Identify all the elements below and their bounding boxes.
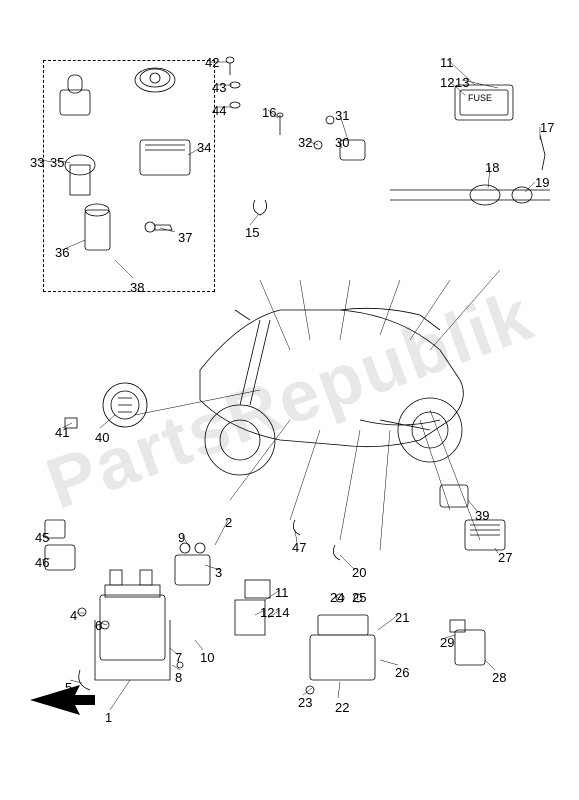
part-label-6: 6: [95, 618, 102, 633]
part-label-1: 1: [105, 710, 112, 725]
part-label-2: 2: [225, 515, 232, 530]
part-label-45: 45: [35, 530, 49, 545]
part-label-12: 12: [260, 605, 274, 620]
part-label-4: 4: [70, 608, 77, 623]
part-label-8: 8: [175, 670, 182, 685]
part-label-12b: 12: [440, 75, 454, 90]
part-label-28: 28: [492, 670, 506, 685]
part-label-13: 13: [455, 75, 469, 90]
part-label-30: 30: [335, 135, 349, 150]
part-label-39: 39: [475, 508, 489, 523]
part-label-44: 44: [212, 103, 226, 118]
part-label-33: 33: [30, 155, 44, 170]
part-label-19: 19: [535, 175, 549, 190]
part-label-31: 31: [335, 108, 349, 123]
part-label-3: 3: [215, 565, 222, 580]
part-label-46: 46: [35, 555, 49, 570]
part-label-42: 42: [205, 55, 219, 70]
part-label-26: 26: [395, 665, 409, 680]
part-label-10: 10: [200, 650, 214, 665]
part-label-25: 25: [352, 590, 366, 605]
fuse-text: FUSE: [468, 93, 492, 103]
part-label-15: 15: [245, 225, 259, 240]
part-label-24: 24: [330, 590, 344, 605]
part-label-16: 16: [262, 105, 276, 120]
part-label-7: 7: [175, 650, 182, 665]
part-label-47: 47: [292, 540, 306, 555]
part-label-21: 21: [395, 610, 409, 625]
part-label-11b: 11: [440, 55, 454, 70]
part-label-9: 9: [178, 530, 185, 545]
part-label-23: 23: [298, 695, 312, 710]
part-label-17: 17: [540, 120, 554, 135]
part-label-32: 32: [298, 135, 312, 150]
part-label-14: 14: [275, 605, 289, 620]
part-label-22: 22: [335, 700, 349, 715]
part-label-18: 18: [485, 160, 499, 175]
part-label-40: 40: [95, 430, 109, 445]
part-label-41: 41: [55, 425, 69, 440]
part-label-36: 36: [55, 245, 69, 260]
part-label-5: 5: [65, 680, 72, 695]
part-label-29: 29: [440, 635, 454, 650]
part-label-43: 43: [212, 80, 226, 95]
parts-diagram: PartsRepublik: [0, 0, 579, 800]
part-label-34: 34: [197, 140, 211, 155]
part-label-20: 20: [352, 565, 366, 580]
part-label-37: 37: [178, 230, 192, 245]
watermark: PartsRepublik: [36, 274, 543, 526]
part-label-27: 27: [498, 550, 512, 565]
part-label-11: 11: [275, 585, 289, 600]
part-label-38: 38: [130, 280, 144, 295]
part-label-35: 35: [50, 155, 64, 170]
